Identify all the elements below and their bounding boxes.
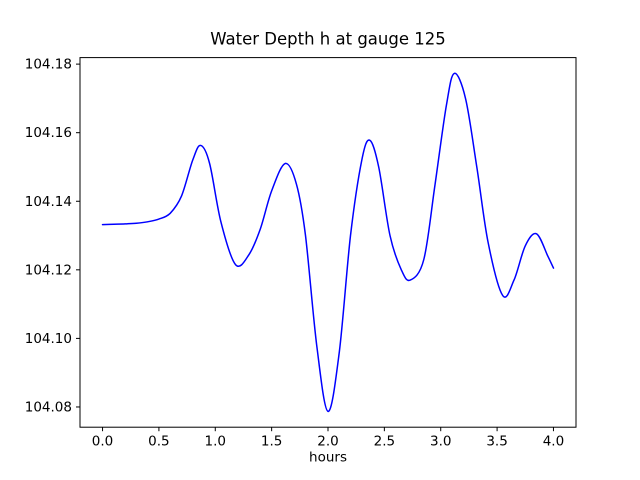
y-tick-label: 104.16 <box>25 125 72 141</box>
plot-frame <box>79 57 577 428</box>
y-tick-label: 104.10 <box>25 331 72 347</box>
y-tick-label: 104.14 <box>25 194 72 210</box>
x-tick-label: 3.0 <box>430 434 451 450</box>
x-tick-label: 2.5 <box>374 434 395 450</box>
x-tick-label: 4.0 <box>543 434 564 450</box>
x-tick-label: 1.5 <box>261 434 282 450</box>
x-tick-label: 2.0 <box>317 434 338 450</box>
x-axis-label: hours <box>309 450 347 466</box>
x-tick-label: 3.5 <box>486 434 507 450</box>
y-tick-label: 104.18 <box>25 57 72 73</box>
x-tick-label: 1.0 <box>205 434 226 450</box>
x-tick-label: 0.0 <box>92 434 113 450</box>
chart-title: Water Depth h at gauge 125 <box>210 30 445 49</box>
x-tick-label: 0.5 <box>148 434 169 450</box>
y-tick-label: 104.08 <box>25 399 72 415</box>
y-tick-label: 104.12 <box>25 262 72 278</box>
data-line <box>101 72 555 413</box>
